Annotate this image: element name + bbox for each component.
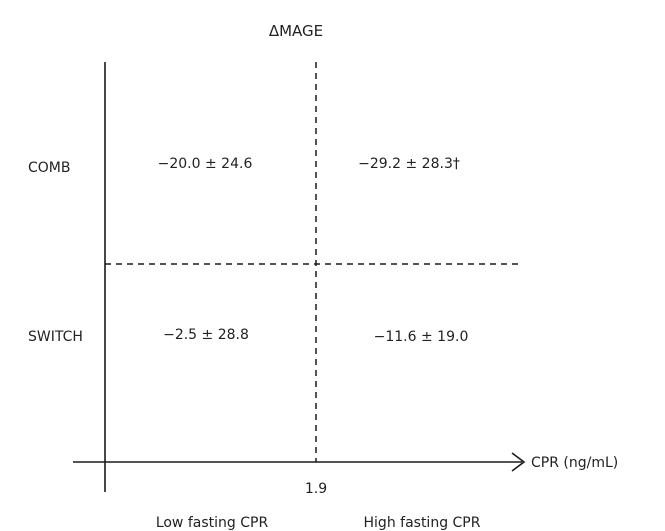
group-label-low: Low fasting CPR: [156, 515, 269, 531]
threshold-label: 1.9: [305, 481, 327, 497]
axis-arrowhead: [511, 452, 526, 472]
axis-label: CPR (ng/mL): [531, 455, 618, 471]
cell-comb-high: −29.2 ± 28.3†: [358, 156, 460, 172]
cell-switch-low: −2.5 ± 28.8: [163, 327, 249, 343]
diagram-title: ΔMAGE: [269, 22, 323, 40]
row-label-switch: SWITCH: [28, 329, 83, 345]
cell-switch-high: −11.6 ± 19.0: [374, 329, 469, 345]
cell-comb-low: −20.0 ± 24.6: [158, 156, 253, 172]
group-label-high: High fasting CPR: [364, 515, 481, 531]
row-label-comb: COMB: [28, 160, 70, 176]
